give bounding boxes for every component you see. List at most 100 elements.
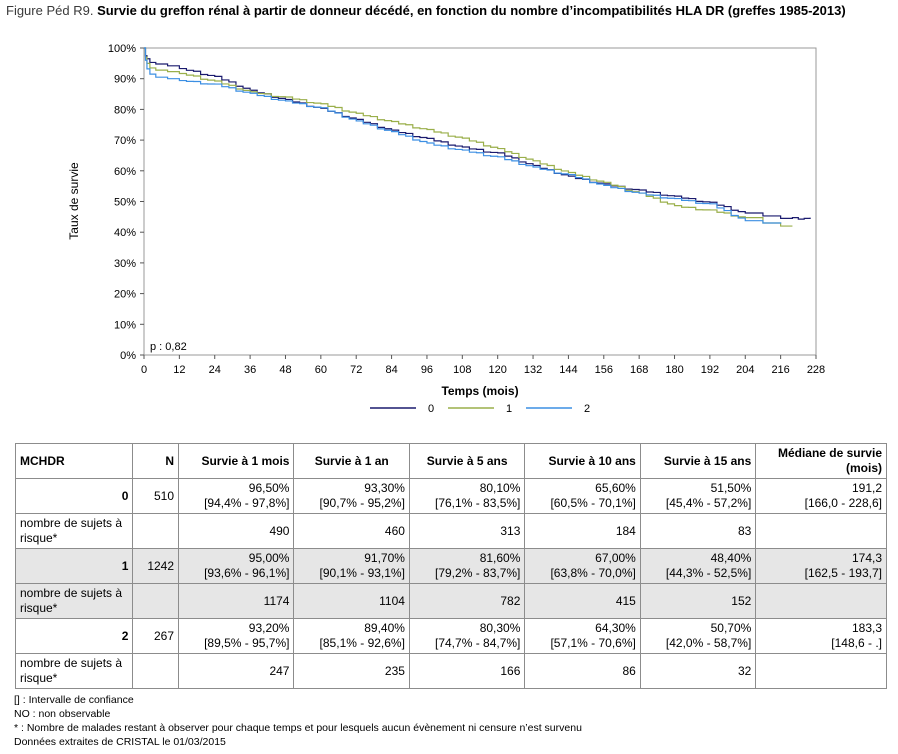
- confidence-interval: [89,5% - 95,7%]: [204, 636, 290, 650]
- series-layer: [144, 47, 811, 227]
- survival-cell: 93,20% [89,5% - 95,7%]: [178, 618, 295, 654]
- survival-value: 183,3: [851, 621, 882, 635]
- risk-label: nombre de sujets à risque*: [14, 583, 134, 619]
- x-tick-label: 180: [665, 364, 683, 376]
- x-tick-label: 132: [524, 364, 542, 376]
- header-n: N: [132, 443, 180, 479]
- survival-cell: 80,30% [74,7% - 84,7%]: [408, 618, 526, 654]
- header-survie-1-mois: Survie à 1 mois: [178, 443, 295, 479]
- n-cell: 1242: [132, 548, 180, 584]
- x-tick-label: 0: [141, 364, 147, 376]
- footnotes: [] : Intervalle de confiance NO : non ob…: [14, 693, 582, 749]
- header-survie-10-ans: Survie à 10 ans: [524, 443, 641, 479]
- survival-value: 91,70%: [364, 551, 405, 565]
- y-tick-label: 100%: [108, 43, 136, 55]
- at-risk-cell: 32: [639, 653, 757, 689]
- footnote-ic: [] : Intervalle de confiance: [14, 694, 134, 706]
- table-row: nombre de sujets à risque* 247 235 166 86 32: [14, 653, 887, 689]
- plot-frame: [143, 47, 817, 356]
- survival-cell: 65,60% [60,5% - 70,1%]: [524, 478, 641, 514]
- survival-cell: 51,50% [45,4% - 57,2%]: [639, 478, 757, 514]
- at-risk-cell: 247: [178, 653, 295, 689]
- x-tick-label: 72: [350, 364, 362, 376]
- x-tick-label: 216: [771, 364, 789, 376]
- survival-value: 51,50%: [710, 481, 752, 495]
- series-line-2: [144, 47, 782, 224]
- survival-cell: 48,40% [44,3% - 52,5%]: [639, 548, 757, 584]
- legend-item-0: 0: [370, 403, 434, 415]
- confidence-interval: [44,3% - 52,5%]: [665, 566, 752, 580]
- footnote-no: NO : non observable: [14, 708, 111, 720]
- legend-label: 2: [584, 403, 590, 415]
- header-survie-1-an: Survie à 1 an: [293, 443, 410, 479]
- at-risk-cell: 184: [524, 513, 641, 549]
- survival-cell: 64,30% [57,1% - 70,6%]: [524, 618, 641, 654]
- survival-value: 96,50%: [248, 481, 290, 495]
- figure-title-text: Survie du greffon rénal à partir de donn…: [97, 3, 846, 18]
- empty-cell: [132, 513, 180, 549]
- confidence-interval: [148,6 - .]: [831, 636, 882, 650]
- table-row: nombre de sujets à risque* 490 460 313 184 83: [14, 513, 887, 549]
- y-tick-label: 60%: [114, 166, 136, 178]
- at-risk-cell: 235: [293, 653, 410, 689]
- header-survie-15-ans: Survie à 15 ans: [639, 443, 757, 479]
- x-tick-label: 228: [807, 364, 825, 376]
- table-row: 0 510 96,50% [94,4% - 97,8%] 93,30% [90,7% - …: [14, 478, 887, 514]
- at-risk-cell: 166: [408, 653, 526, 689]
- n-cell: 267: [132, 618, 180, 654]
- confidence-interval: [85,1% - 92,6%]: [319, 636, 405, 650]
- at-risk-cell: 490: [178, 513, 295, 549]
- chart-legend: 0 1 2: [370, 403, 590, 415]
- y-tick-label: 10%: [114, 319, 136, 331]
- x-tick-label: 108: [453, 364, 471, 376]
- y-tick-label: 20%: [114, 289, 136, 301]
- footnote-risk: * : Nombre de malades restant à observer…: [14, 722, 582, 734]
- x-tick-label: 60: [315, 364, 327, 376]
- x-tick-label: 156: [595, 364, 613, 376]
- x-tick-label: 96: [421, 364, 433, 376]
- survival-value: 93,20%: [248, 621, 290, 635]
- figure-title: Figure Péd R9. Survie du greffon rénal à…: [6, 3, 886, 19]
- x-tick-label: 204: [736, 364, 754, 376]
- legend-item-2: 2: [526, 403, 590, 415]
- confidence-interval: [90,7% - 95,2%]: [319, 496, 405, 510]
- y-tick-label: 70%: [114, 135, 136, 147]
- survival-cell: 93,30% [90,7% - 95,2%]: [293, 478, 410, 514]
- survival-cell: 67,00% [63,8% - 70,0%]: [524, 548, 641, 584]
- confidence-interval: [94,4% - 97,8%]: [204, 496, 290, 510]
- empty-cell: [755, 513, 887, 549]
- legend-label: 0: [428, 403, 434, 415]
- x-tick-label: 144: [559, 364, 577, 376]
- survival-cell: 89,40% [85,1% - 92,6%]: [293, 618, 410, 654]
- group-cell: 2: [14, 618, 134, 654]
- table-row: 1 1242 95,00% [93,6% - 96,1%] 91,70% [90,1% -…: [14, 548, 887, 584]
- survival-cell: 96,50% [94,4% - 97,8%]: [178, 478, 295, 514]
- risk-label: nombre de sujets à risque*: [14, 513, 134, 549]
- survival-cell: 191,2 [166,0 - 228,6]: [755, 478, 887, 514]
- confidence-interval: [76,1% - 83,5%]: [435, 496, 521, 510]
- y-tick-label: 80%: [114, 104, 136, 116]
- confidence-interval: [60,5% - 70,1%]: [550, 496, 636, 510]
- survival-chart: 0 12 24 36 48 60 72 84 96 108 120 132 144 156 168 180 19…: [67, 43, 825, 415]
- survival-cell: 183,3 [148,6 - .]: [755, 618, 887, 654]
- survival-table: MCHDR N Survie à 1 mois Survie à 1 an Su…: [14, 443, 887, 689]
- group-cell: 1: [14, 548, 134, 584]
- header-survie-5-ans: Survie à 5 ans: [408, 443, 526, 479]
- survival-value: 50,70%: [710, 621, 752, 635]
- confidence-interval: [74,7% - 84,7%]: [435, 636, 521, 650]
- series-line-1: [144, 47, 793, 227]
- confidence-interval: [79,2% - 83,7%]: [435, 566, 521, 580]
- x-tick-label: 48: [279, 364, 291, 376]
- at-risk-cell: 1104: [293, 583, 410, 619]
- confidence-interval: [42,0% - 58,7%]: [665, 636, 752, 650]
- y-tick-label: 0%: [120, 350, 136, 362]
- y-tick-label: 90%: [114, 74, 136, 86]
- confidence-interval: [90,1% - 93,1%]: [319, 566, 405, 580]
- empty-cell: [755, 583, 887, 619]
- survival-value: 89,40%: [364, 621, 405, 635]
- survival-value: 93,30%: [364, 481, 405, 495]
- x-tick-label: 24: [209, 364, 221, 376]
- figure-label: Figure Péd R9.: [6, 3, 94, 18]
- at-risk-cell: 460: [293, 513, 410, 549]
- x-tick-label: 84: [385, 364, 397, 376]
